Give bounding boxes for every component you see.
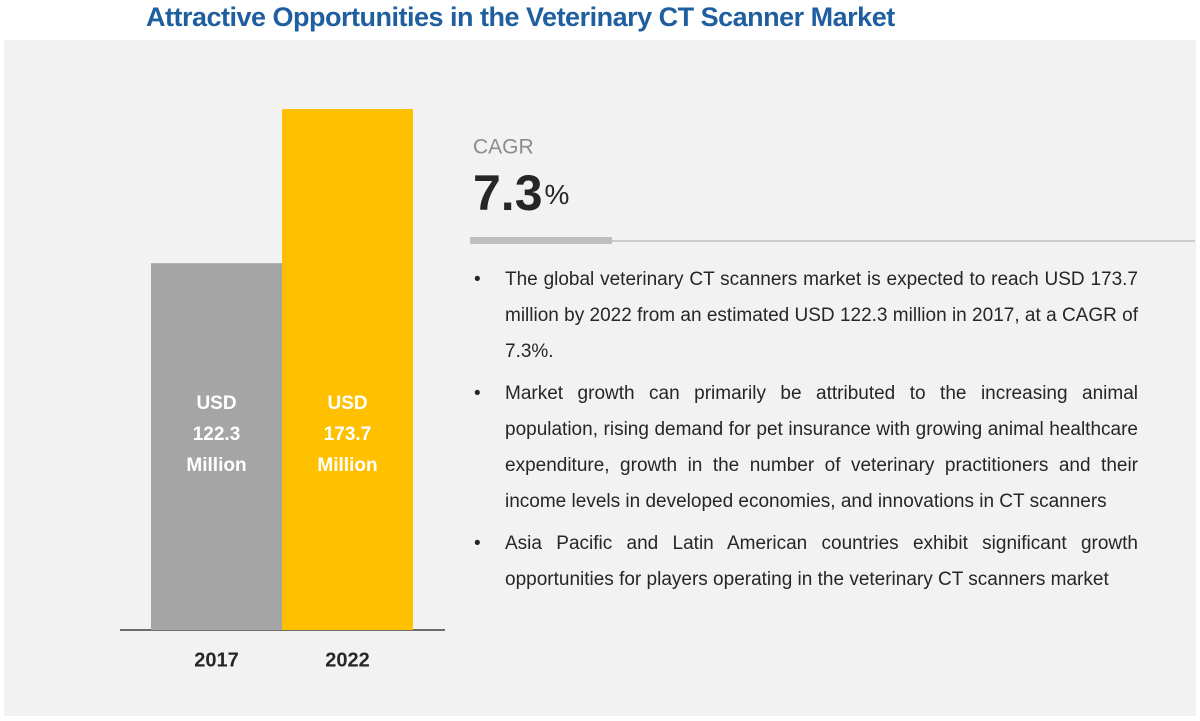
bar-label: USD 122.3 Million: [186, 393, 246, 476]
bar-label-line: 173.7: [324, 424, 372, 445]
bar-label-line: Million: [317, 455, 377, 476]
x-tick-label: 2017: [194, 649, 239, 671]
bullet: Asia Pacific and Latin American countrie…: [470, 526, 1138, 598]
bar-label-line: 122.3: [193, 424, 241, 445]
bar-label: USD 173.7 Million: [317, 393, 377, 476]
title: Attractive Opportunities in the Veterina…: [146, 2, 895, 32]
cagr-label: CAGR: [473, 136, 534, 159]
bar-label-line: USD: [196, 393, 236, 414]
cagr-value: 7.3: [473, 165, 543, 221]
bar: [282, 109, 413, 630]
bullet: The global veterinary CT scanners market…: [470, 262, 1138, 370]
cagr-unit: %: [545, 179, 570, 210]
x-tick-label: 2022: [325, 649, 370, 671]
bullet: Market growth can primarily be attribute…: [470, 376, 1138, 520]
bar: [151, 263, 282, 630]
divider-accent: [470, 237, 612, 244]
bar-label-line: USD: [327, 393, 367, 414]
bar-label-line: Million: [186, 455, 246, 476]
bullet-list: The global veterinary CT scanners market…: [470, 262, 1138, 604]
cagr-value-text: 7.3%: [473, 165, 569, 221]
